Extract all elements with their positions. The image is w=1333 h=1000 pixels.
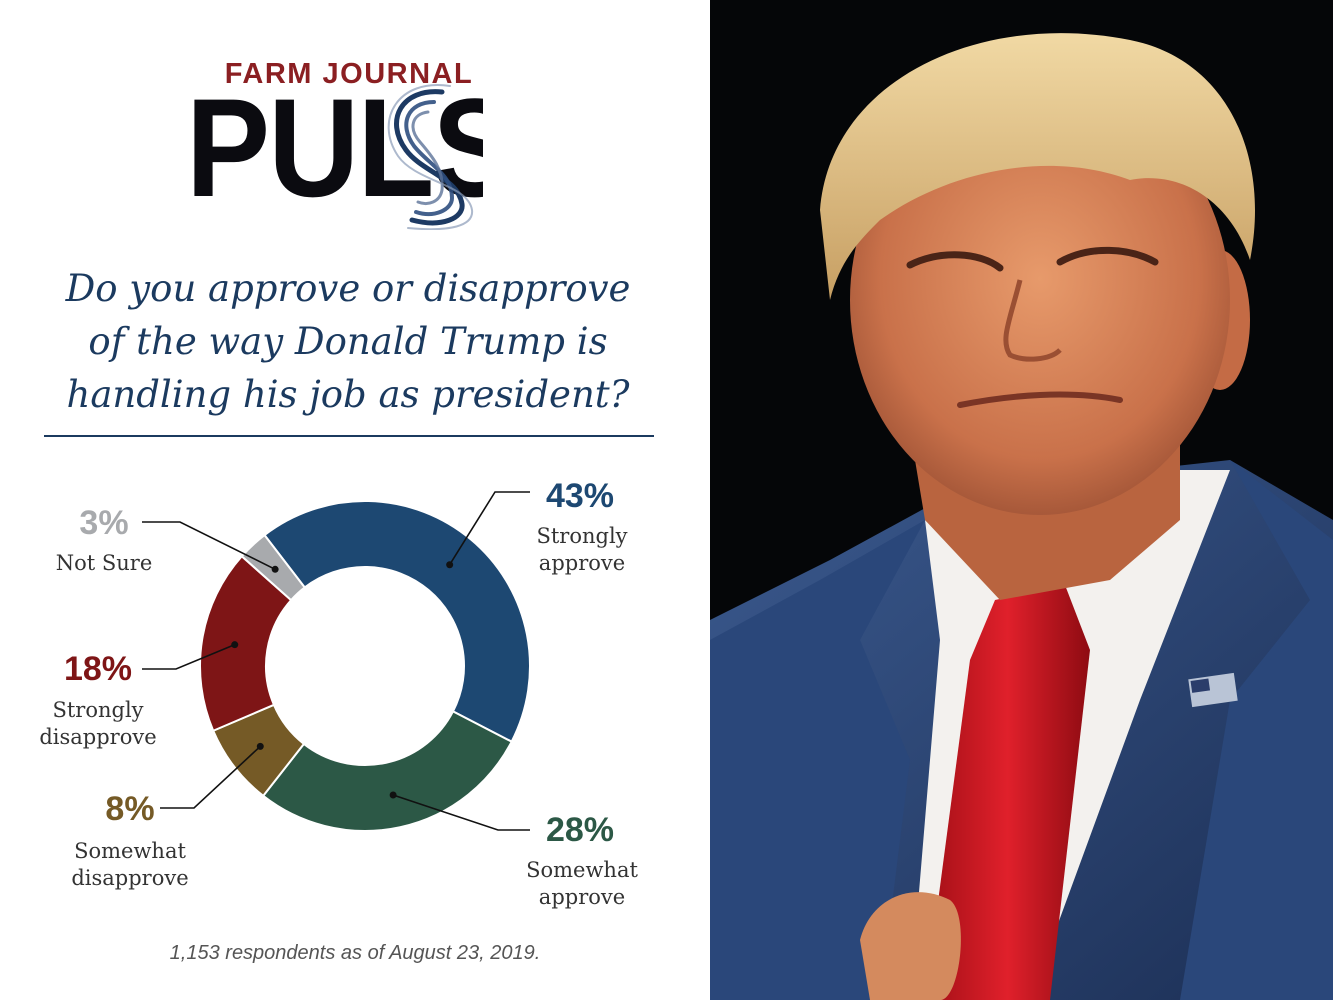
brand-swirl-logo-icon bbox=[387, 84, 474, 230]
slice-percent-strongly-disapprove: 18% bbox=[63, 650, 133, 688]
donut-chart-svg bbox=[142, 491, 531, 832]
donut-slice-strongly-approve bbox=[263, 500, 531, 744]
leader-line-not-sure bbox=[142, 521, 276, 571]
leader-line-somewhat-disapprove bbox=[160, 745, 261, 809]
infographic-panel: FARM JOURNAL PULSE Do you approve or dis… bbox=[0, 58, 710, 964]
donut-chart: 43% Strongly approve 28% Somewhat approve … bbox=[0, 470, 710, 930]
slice-label-not-sure: Not Sure bbox=[55, 551, 153, 575]
question-line: of the way Donald Trump is bbox=[88, 320, 608, 363]
slice-label-strongly-approve: Strongly approve bbox=[536, 524, 628, 575]
slice-percent-not-sure: 3% bbox=[79, 504, 129, 542]
survey-question: Do you approve or disapprove of the way … bbox=[20, 262, 676, 421]
leader-dot-somewhat-disapprove bbox=[256, 742, 264, 750]
leader-dot-somewhat-approve bbox=[389, 791, 397, 799]
leader-line-strongly-disapprove bbox=[142, 643, 236, 670]
question-line: handling his job as president? bbox=[66, 373, 630, 416]
leader-dot-strongly-disapprove bbox=[231, 641, 239, 649]
question-line: Do you approve or disapprove bbox=[65, 267, 631, 310]
donut-slice-somewhat-approve bbox=[261, 710, 513, 832]
slice-label-somewhat-disapprove: Somewhat disapprove bbox=[71, 839, 189, 890]
slice-label-somewhat-approve: Somewhat approve bbox=[526, 858, 638, 909]
leader-line-somewhat-approve bbox=[392, 794, 530, 831]
footnote: 1,153 respondents as of August 23, 2019. bbox=[169, 942, 541, 964]
brand-wordmark-main: PULSE bbox=[186, 86, 483, 210]
leader-dot-strongly-approve bbox=[446, 561, 454, 569]
person-portrait-photo-icon bbox=[710, 0, 1333, 1000]
slice-percent-somewhat-disapprove: 8% bbox=[105, 790, 155, 828]
slice-percent-strongly-approve: 43% bbox=[545, 477, 615, 515]
portrait-photo bbox=[710, 0, 1333, 1000]
slice-percent-somewhat-approve: 28% bbox=[545, 811, 615, 849]
slice-label-strongly-disapprove: Strongly disapprove bbox=[39, 698, 157, 749]
divider-rule bbox=[44, 435, 654, 437]
leader-line-strongly-approve bbox=[448, 491, 530, 566]
leader-dot-not-sure bbox=[271, 565, 279, 573]
